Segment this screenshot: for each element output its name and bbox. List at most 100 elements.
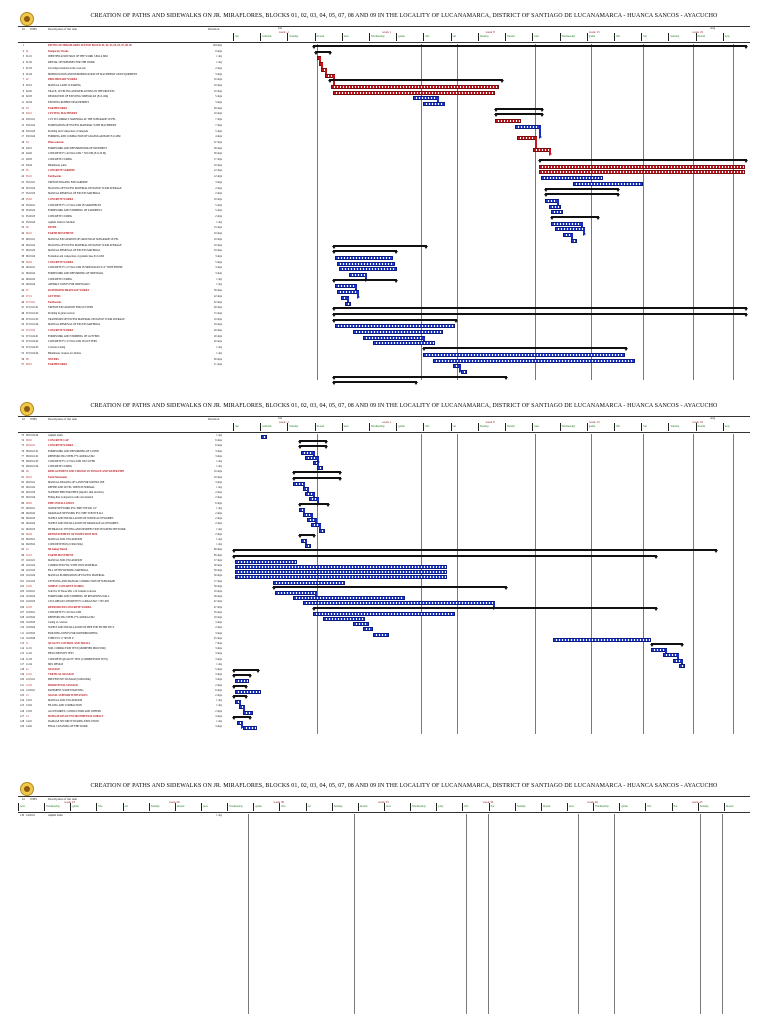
task-wbs: 09.02.01: [26, 506, 36, 510]
timescale-week-label: week 40: [587, 800, 598, 804]
task-duration: 1 day: [216, 351, 222, 355]
timescale-tick: [305, 803, 307, 811]
task-wbs: 01.04: [26, 72, 32, 76]
task-bar: [423, 352, 625, 357]
task-id: 49: [21, 317, 24, 321]
task-duration: 3 days: [215, 266, 222, 270]
timescale-day-label: new: [569, 804, 574, 808]
summary-bar: [298, 445, 328, 450]
task-name: COMPACTED FILL WITH OWN MATERIAL: [48, 564, 98, 567]
task-name: EARTH MOVEMENT: [48, 553, 74, 557]
dependency-link: [319, 524, 321, 530]
task-id: 121: [20, 683, 24, 687]
dependency-link: [557, 199, 559, 206]
task-bar: [573, 181, 643, 186]
timescale-day-label: game: [588, 424, 596, 428]
task-name: Temporary Works: [48, 49, 69, 53]
task-id: 25: [21, 180, 24, 184]
timescale-day-label: Wednesday: [229, 804, 243, 808]
task-id: 107: [20, 610, 24, 614]
task-id: 75: [21, 444, 24, 448]
timescale-day-label: Sat: [673, 804, 678, 808]
timescale-tick: [287, 423, 289, 431]
task-duration: 1 day: [216, 486, 222, 489]
task-id: 103: [20, 590, 24, 593]
task-id: 23: [21, 169, 24, 173]
timescale-tick: [233, 33, 234, 41]
critical-task-bar: [495, 119, 521, 124]
summary-bar: [298, 440, 328, 445]
task-name: PAVING OF MIRAFLORES AVENUE BLOCK 01, 02…: [48, 44, 132, 47]
timescale-tick: [396, 33, 398, 41]
dependency-link: [459, 365, 461, 371]
task-name: Profiling in gutter section: [48, 311, 75, 315]
task-bar: [305, 544, 311, 549]
task-name: MANUAL SOIL EXCAVATION: [48, 558, 83, 562]
timescale-day-label: Wednesday: [371, 424, 385, 428]
timescale-day-label: mount: [507, 34, 515, 38]
task-bar: [235, 565, 447, 569]
timescale-day-label: life: [425, 424, 430, 428]
task-wbs: 05.01.02: [26, 186, 36, 190]
task-wbs: 06.02: [26, 260, 32, 264]
task-id: 122: [20, 688, 24, 692]
timescale-day-label: mount: [725, 804, 734, 808]
timescale-day-label: mount: [542, 804, 551, 808]
timescale-tick: [436, 803, 438, 811]
gantt-gridline: [578, 814, 579, 1014]
task-duration: 1 day: [216, 814, 222, 817]
task-name: EARTHWORKS: [48, 363, 68, 367]
timescale-tick: [695, 33, 697, 41]
task-id: 115: [20, 652, 24, 656]
task-duration: 3 days: [215, 678, 222, 682]
dependency-link: [313, 451, 315, 457]
task-duration: 47 days: [214, 600, 222, 604]
task-name: Live Improvisations in the work site: [48, 66, 86, 70]
task-wbs: 07.01.01.02: [26, 311, 39, 315]
task-name: ELIMINATION OF EXCESS MATERIAL WITH MACH…: [48, 123, 117, 127]
task-wbs: 09.02: [26, 501, 32, 505]
timescale-tick: [314, 423, 316, 431]
task-bar: [293, 596, 405, 601]
dependency-link: [423, 336, 425, 343]
gantt-gridline: [421, 434, 422, 734]
task-wbs: 09.03: [26, 532, 32, 536]
task-bar: [319, 528, 325, 533]
summary-bar: [292, 471, 342, 476]
task-wbs: 06.02.04: [26, 283, 36, 287]
task-bar: [353, 330, 443, 334]
task-id: 93: [21, 538, 24, 541]
task-duration: 50 days: [214, 574, 222, 578]
task-wbs: 08.02.01.04: [26, 465, 39, 469]
critical-task-bar: [517, 136, 537, 141]
task-id: 12: [21, 106, 24, 110]
timescale-tick: [233, 423, 234, 431]
task-id: 41: [21, 272, 24, 275]
task-bar: [433, 358, 635, 363]
task-bar: [303, 601, 495, 606]
timescale-day-label: Sunday: [479, 424, 489, 428]
header-divider: [18, 26, 750, 27]
dependency-link: [437, 97, 439, 103]
task-bar: [461, 369, 467, 374]
task-name: EARTH MOVEMENT: [48, 232, 74, 236]
dependency-link: [307, 488, 309, 494]
task-name: CUT IN COMPACT MATERIAL AT THE SUBGRADE …: [48, 118, 116, 122]
task-id: 11: [21, 101, 25, 104]
task-id: 111: [20, 631, 24, 635]
task-wbs: 11.04: [26, 662, 32, 666]
task-duration: 7 days: [215, 642, 222, 645]
task-name: HORIZONTAL SIGNAGE: [48, 683, 79, 687]
timescale-day-label: mount: [316, 424, 325, 428]
timescale: Jun Aug week -1 week 1 week 8 week 15 week 19 t…: [233, 26, 750, 41]
task-id: 94: [21, 543, 24, 547]
timescale-week-label: week 15: [588, 30, 600, 34]
timescale-week-label: week 36: [482, 800, 494, 804]
task-name: FORMWORK AND DEFORMWORK OF PAVEMENT: [48, 146, 107, 150]
task-id: 106: [20, 605, 24, 609]
gantt-gridline: [457, 44, 458, 380]
dependency-link: [539, 125, 541, 138]
task-id: 127: [20, 714, 24, 718]
task-wbs: 01.02: [26, 61, 32, 65]
summary-bar: [332, 250, 398, 255]
